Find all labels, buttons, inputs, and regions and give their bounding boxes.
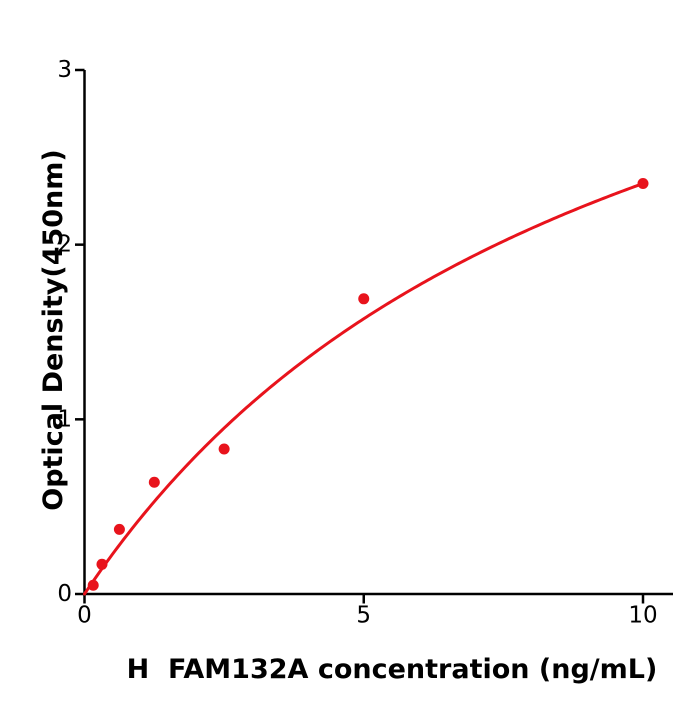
fit-curve [83,182,645,596]
x-tick-label: 0 [77,603,92,629]
data-point [87,579,99,591]
data-point [637,178,649,190]
y-tick-label: 2 [57,232,72,258]
y-tick-label: 0 [57,581,72,607]
y-axis-title: Optical Density(450nm) [38,149,69,511]
y-tick-label: 1 [57,406,72,432]
y-tick-label: 3 [57,57,72,83]
data-point [148,476,160,488]
data-point [358,293,370,305]
data-point [96,558,108,570]
data-point [218,443,230,455]
axis-spines [83,70,673,596]
x-tick-label: 10 [628,603,657,629]
x-axis-title: H FAM132A concentration (ng/mL) [127,654,658,685]
x-tick-label: 5 [356,603,371,629]
data-point [113,523,125,535]
